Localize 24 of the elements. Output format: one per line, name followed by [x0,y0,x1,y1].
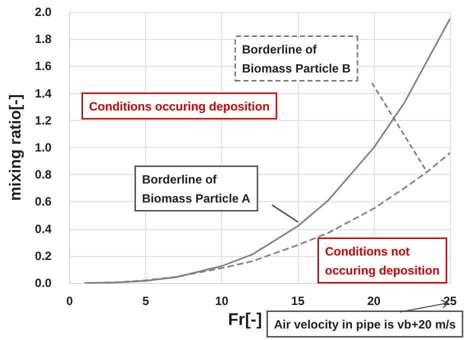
x-tick-label: 15 [291,294,305,308]
y-tick-label: 1.2 [34,113,52,128]
x-tick-label: 10 [215,294,229,308]
y-tick-label: 0.4 [34,222,52,236]
y-tick-label: 0.8 [34,168,52,182]
text: Air velocity in pipe is vb+20 m/s [274,318,456,332]
x-tick-label: 0 [66,294,74,308]
y-tick-label: 1.6 [34,59,52,74]
y-tick-label: 0.6 [34,194,52,209]
y-tick-label: 2.0 [34,5,52,19]
x-tick-label: 20 [367,294,381,308]
x-tick-label: 25 [443,294,457,308]
y-tick-label: 1.4 [34,86,52,100]
y-tick-label: 0.2 [34,248,52,263]
y-tick-label: 0.0 [34,276,52,290]
x-axis-title: Fr[-] [228,310,262,329]
y-tick-label: 1.8 [34,32,52,46]
y-axis-title: mixing ratio[-] [8,94,24,201]
annotation: Borderline of Biomass Particle A [142,172,251,206]
annotation: Borderline of Biomass Particle B [242,42,352,76]
x-tick-label: 5 [142,294,150,308]
y-tick-label: 1.0 [34,140,52,154]
annotation: Conditions occuring deposition [89,100,270,114]
annotation: Conditions not occuring deposition [325,244,440,278]
